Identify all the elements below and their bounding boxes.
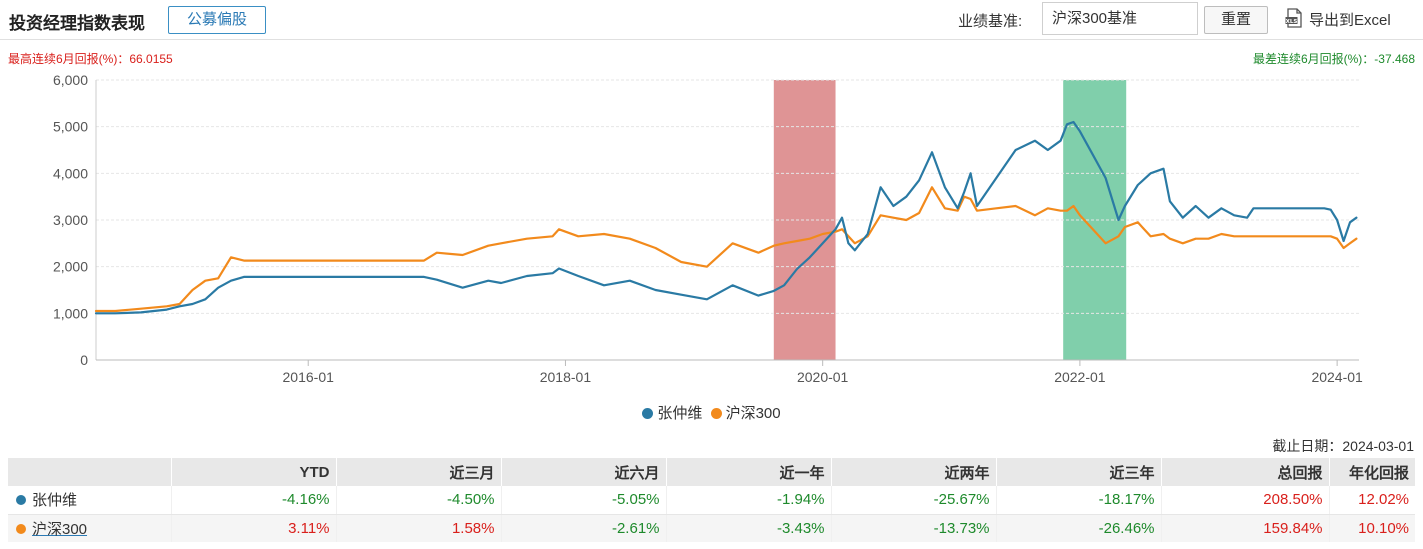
table-cell: -25.67% — [830, 486, 996, 515]
y-tick-label: 3,000 — [53, 212, 88, 228]
series-line-manager — [94, 120, 1358, 315]
legend-dot-manager — [642, 408, 654, 419]
table-row: 张仲维 -4.16% -4.50% -5.05% -1.94% -25.67% … — [8, 486, 1415, 515]
series-dot-benchmark — [16, 523, 26, 534]
header-cell: 近一年 — [665, 458, 831, 486]
table-cell: -4.50% — [335, 486, 501, 515]
series-dot-manager — [16, 495, 26, 506]
benchmark-label: 业绩基准: — [958, 13, 1023, 30]
toolbar: 投资经理指数表现 公募偏股 业绩基准: 沪深300基准 重置 XLS 导出到Ex… — [0, 0, 1423, 40]
row-label: 沪深300 — [8, 514, 171, 542]
svg-text:XLS: XLS — [1286, 19, 1298, 25]
header-cell: YTD — [170, 458, 336, 486]
performance-chart: 0 1,000 2,000 3,000 4,000 5,000 6,000 2016-01 20… — [53, 72, 1363, 385]
table-cell: -5.05% — [500, 486, 666, 515]
table-cell: 10.10% — [1328, 514, 1415, 542]
legend-item-benchmark[interactable]: 沪深300 — [710, 402, 781, 423]
reset-button[interactable]: 重置 — [1204, 6, 1268, 34]
x-tick-label: 2024-01 — [1311, 369, 1363, 385]
legend-label-manager: 张仲维 — [657, 405, 703, 422]
series-line-benchmark — [94, 186, 1358, 313]
max-6m-return: 最高连续6月回报(%)：66.0155 — [8, 52, 173, 66]
table-cell: 159.84% — [1160, 514, 1329, 542]
row-name-benchmark[interactable]: 沪深300 — [32, 520, 88, 538]
chart-legend: 张仲维 沪深300 — [0, 402, 1423, 423]
min-6m-return: 最差连续6月回报(%)：-37.468 — [1252, 52, 1415, 66]
header-cell: 总回报 — [1160, 458, 1329, 486]
table-cell: 1.58% — [335, 514, 501, 542]
header-cell: 近六月 — [500, 458, 666, 486]
table-cell: 12.02% — [1328, 486, 1415, 515]
table-cell: -18.17% — [995, 486, 1161, 515]
fund-type-button[interactable]: 公募偏股 — [168, 6, 266, 34]
row-name-manager: 张仲维 — [32, 492, 78, 510]
y-tick-label: 5,000 — [53, 119, 88, 135]
table-row: 沪深300 3.11% 1.58% -2.61% -3.43% -13.73% … — [8, 514, 1415, 542]
table-cell: -13.73% — [830, 514, 996, 542]
header-cell: 近两年 — [830, 458, 996, 486]
row-label: 张仲维 — [8, 486, 171, 515]
performance-table: YTD 近三月 近六月 近一年 近两年 近三年 总回报 年化回报 张仲维 -4.… — [8, 458, 1415, 542]
table-cell: -2.61% — [500, 514, 666, 542]
page-title: 投资经理指数表现 — [9, 14, 145, 33]
table-cell: 3.11% — [170, 514, 336, 542]
header-cell: 年化回报 — [1328, 458, 1415, 486]
benchmark-input[interactable]: 沪深300基准 — [1042, 2, 1198, 35]
legend-item-manager[interactable]: 张仲维 — [642, 402, 702, 423]
y-tick-label: 1,000 — [53, 305, 88, 321]
y-tick-label: 2,000 — [53, 259, 88, 275]
table-cell: -3.43% — [665, 514, 831, 542]
table-header-row: YTD 近三月 近六月 近一年 近两年 近三年 总回报 年化回报 — [8, 458, 1415, 486]
deadline-date: 截止日期：2024-03-01 — [1272, 438, 1414, 454]
legend-label-benchmark: 沪深300 — [725, 405, 781, 422]
table-cell: -26.46% — [995, 514, 1161, 542]
legend-dot-benchmark — [710, 408, 722, 419]
header-cell: 近三月 — [335, 458, 501, 486]
header-cell: 近三年 — [995, 458, 1161, 486]
x-tick-label: 2022-01 — [1054, 369, 1106, 385]
y-tick-label: 0 — [80, 352, 88, 368]
table-cell: -1.94% — [665, 486, 831, 515]
export-label: 导出到Excel — [1309, 12, 1391, 29]
header-cell — [8, 458, 171, 486]
y-tick-label: 4,000 — [53, 165, 88, 181]
x-tick-label: 2018-01 — [540, 369, 592, 385]
highlight-band-best-6m — [773, 80, 836, 360]
table-cell: -4.16% — [170, 486, 336, 515]
x-tick-label: 2020-01 — [797, 369, 849, 385]
table-cell: 208.50% — [1160, 486, 1329, 515]
xls-file-icon: XLS — [1285, 8, 1302, 28]
y-tick-label: 6,000 — [53, 72, 88, 88]
x-tick-label: 2016-01 — [283, 369, 335, 385]
